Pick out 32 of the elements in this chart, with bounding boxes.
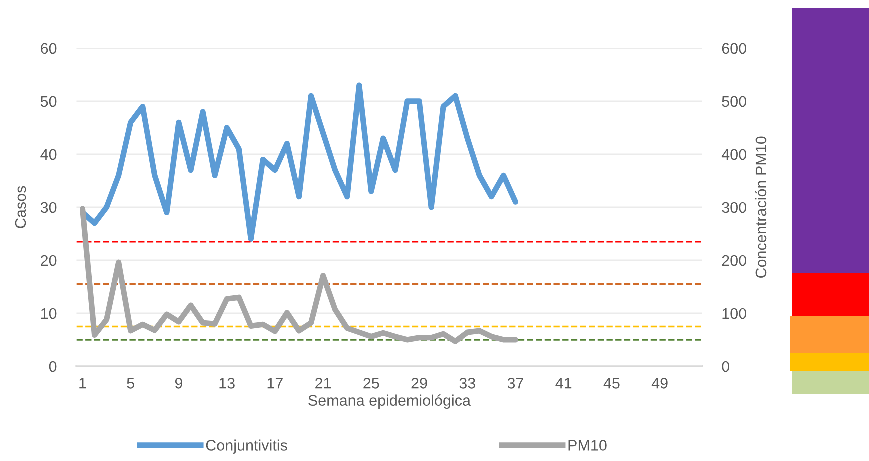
legend-label: PM10 [568,440,607,451]
y2-axis-title: Concentración PM10 [755,136,767,278]
legend-label: Conjuntivitis [206,440,288,454]
y-tick-label: 60 [41,43,57,54]
y2-tick-label: 500 [722,96,746,108]
x-tick-label: 49 [652,378,668,389]
x-tick-label: 29 [412,378,428,389]
y2-tick-label: 200 [722,255,746,266]
y-tick-label: 0 [49,361,57,372]
x-tick-label: 37 [508,378,524,389]
y2-tick-label: 400 [722,149,746,160]
x-tick-label: 13 [220,378,235,389]
y-tick-label: 40 [40,149,57,160]
x-axis-title: Semana epidemiológica [308,394,471,410]
x-tick-label: 41 [556,378,572,389]
x-tick-label: 17 [268,378,283,389]
x-tick-label: 33 [460,378,476,389]
x-tick-label: 1 [80,378,86,389]
y2-tick-label: 600 [722,43,746,54]
x-tick-label: 21 [316,378,332,389]
x-tick-label: 5 [127,378,134,389]
y-tick-label: 30 [40,202,57,214]
y-tick-label: 50 [40,96,57,108]
y-tick-label: 10 [41,308,57,320]
x-tick-label: 9 [175,378,182,389]
x-tick-label: 25 [364,378,380,389]
y2-tick-label: 0 [722,361,730,372]
y-axis-title: Casos [15,186,26,228]
y2-tick-label: 100 [722,308,746,320]
y2-tick-label: 300 [722,202,746,214]
x-tick-label: 45 [604,378,620,389]
y-tick-label: 20 [41,255,57,266]
